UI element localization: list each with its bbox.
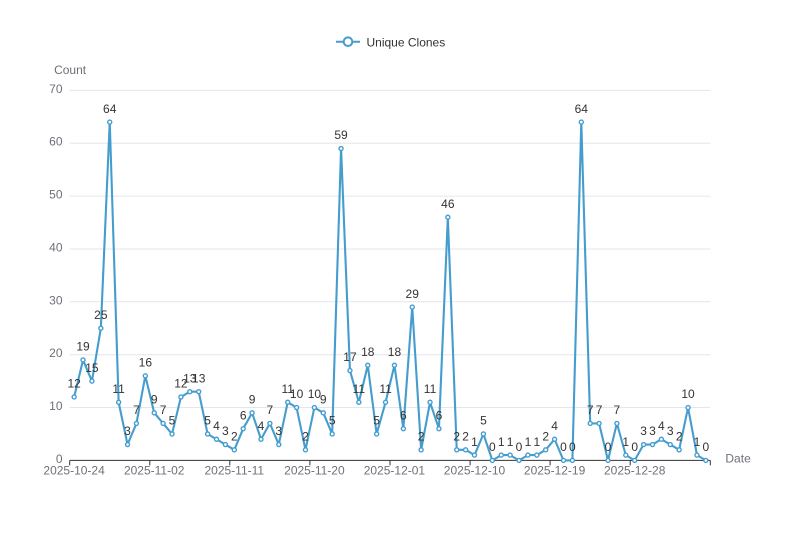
- svg-text:3: 3: [222, 424, 229, 438]
- svg-text:0: 0: [489, 440, 496, 454]
- svg-text:1: 1: [533, 435, 540, 449]
- svg-text:0: 0: [56, 452, 63, 466]
- svg-text:10: 10: [308, 387, 322, 401]
- svg-text:10: 10: [290, 387, 304, 401]
- svg-text:18: 18: [388, 345, 402, 359]
- svg-text:3: 3: [640, 424, 647, 438]
- svg-text:16: 16: [139, 356, 153, 370]
- svg-text:5: 5: [204, 414, 211, 428]
- svg-text:Count: Count: [54, 63, 87, 77]
- svg-text:10: 10: [49, 399, 63, 413]
- svg-text:11: 11: [112, 382, 125, 396]
- svg-text:13: 13: [183, 371, 197, 385]
- svg-text:59: 59: [334, 128, 348, 142]
- svg-text:64: 64: [575, 102, 589, 116]
- svg-text:2025-12-19: 2025-12-19: [524, 464, 586, 478]
- svg-text:4: 4: [658, 419, 665, 433]
- svg-text:15: 15: [85, 361, 99, 375]
- svg-text:11: 11: [379, 382, 392, 396]
- svg-text:10: 10: [681, 387, 695, 401]
- svg-text:46: 46: [441, 197, 455, 211]
- svg-text:1: 1: [525, 435, 532, 449]
- svg-text:5: 5: [169, 414, 176, 428]
- svg-text:70: 70: [49, 82, 63, 96]
- svg-text:2: 2: [676, 430, 683, 444]
- svg-text:9: 9: [249, 393, 256, 407]
- svg-text:2025-11-11: 2025-11-11: [204, 464, 264, 478]
- svg-text:2025-12-10: 2025-12-10: [444, 464, 506, 478]
- svg-text:9: 9: [151, 393, 158, 407]
- svg-text:12: 12: [67, 377, 81, 391]
- svg-text:40: 40: [49, 241, 63, 255]
- svg-text:2025-11-20: 2025-11-20: [284, 464, 345, 478]
- svg-text:2025-10-24: 2025-10-24: [43, 464, 105, 478]
- svg-text:0: 0: [569, 440, 576, 454]
- svg-text:3: 3: [649, 424, 656, 438]
- svg-text:0: 0: [560, 440, 567, 454]
- svg-text:1: 1: [498, 435, 505, 449]
- svg-text:60: 60: [49, 135, 63, 149]
- svg-text:4: 4: [213, 419, 220, 433]
- svg-text:9: 9: [320, 393, 327, 407]
- svg-text:3: 3: [275, 424, 282, 438]
- svg-text:2: 2: [418, 430, 425, 444]
- svg-text:0: 0: [516, 440, 523, 454]
- svg-text:30: 30: [49, 293, 63, 307]
- svg-text:1: 1: [471, 435, 478, 449]
- svg-text:6: 6: [436, 408, 443, 422]
- svg-text:5: 5: [480, 414, 487, 428]
- svg-text:11: 11: [353, 382, 366, 396]
- svg-text:2: 2: [542, 430, 549, 444]
- svg-text:7: 7: [160, 403, 167, 417]
- svg-text:19: 19: [76, 340, 90, 354]
- svg-text:7: 7: [133, 403, 140, 417]
- svg-text:29: 29: [406, 287, 420, 301]
- svg-text:13: 13: [192, 371, 206, 385]
- svg-text:7: 7: [614, 403, 621, 417]
- svg-text:1: 1: [694, 435, 701, 449]
- svg-text:5: 5: [373, 414, 380, 428]
- svg-text:Unique Clones: Unique Clones: [367, 35, 446, 49]
- svg-text:11: 11: [281, 382, 294, 396]
- svg-text:18: 18: [361, 345, 375, 359]
- svg-text:2025-11-02: 2025-11-02: [124, 464, 185, 478]
- svg-text:7: 7: [587, 403, 594, 417]
- svg-text:2: 2: [453, 430, 460, 444]
- svg-text:2: 2: [302, 430, 309, 444]
- svg-text:11: 11: [424, 382, 437, 396]
- svg-text:1: 1: [622, 435, 629, 449]
- svg-text:1: 1: [507, 435, 514, 449]
- svg-text:20: 20: [49, 346, 63, 360]
- svg-text:25: 25: [94, 308, 108, 322]
- svg-text:0: 0: [605, 440, 612, 454]
- svg-text:5: 5: [329, 414, 336, 428]
- svg-text:7: 7: [596, 403, 603, 417]
- svg-text:4: 4: [551, 419, 558, 433]
- svg-text:2025-12-01: 2025-12-01: [364, 464, 426, 478]
- svg-text:0: 0: [631, 440, 638, 454]
- svg-text:2: 2: [462, 430, 469, 444]
- svg-text:3: 3: [667, 424, 674, 438]
- svg-text:2: 2: [231, 430, 238, 444]
- svg-text:6: 6: [240, 408, 247, 422]
- svg-text:12: 12: [174, 377, 188, 391]
- svg-text:6: 6: [400, 408, 407, 422]
- svg-text:3: 3: [124, 424, 131, 438]
- svg-text:64: 64: [103, 102, 117, 116]
- svg-text:17: 17: [343, 350, 357, 364]
- svg-text:50: 50: [49, 188, 63, 202]
- svg-text:7: 7: [267, 403, 274, 417]
- svg-text:2025-12-28: 2025-12-28: [604, 464, 666, 478]
- svg-text:Date: Date: [725, 452, 751, 466]
- svg-text:0: 0: [703, 440, 710, 454]
- svg-text:4: 4: [258, 419, 265, 433]
